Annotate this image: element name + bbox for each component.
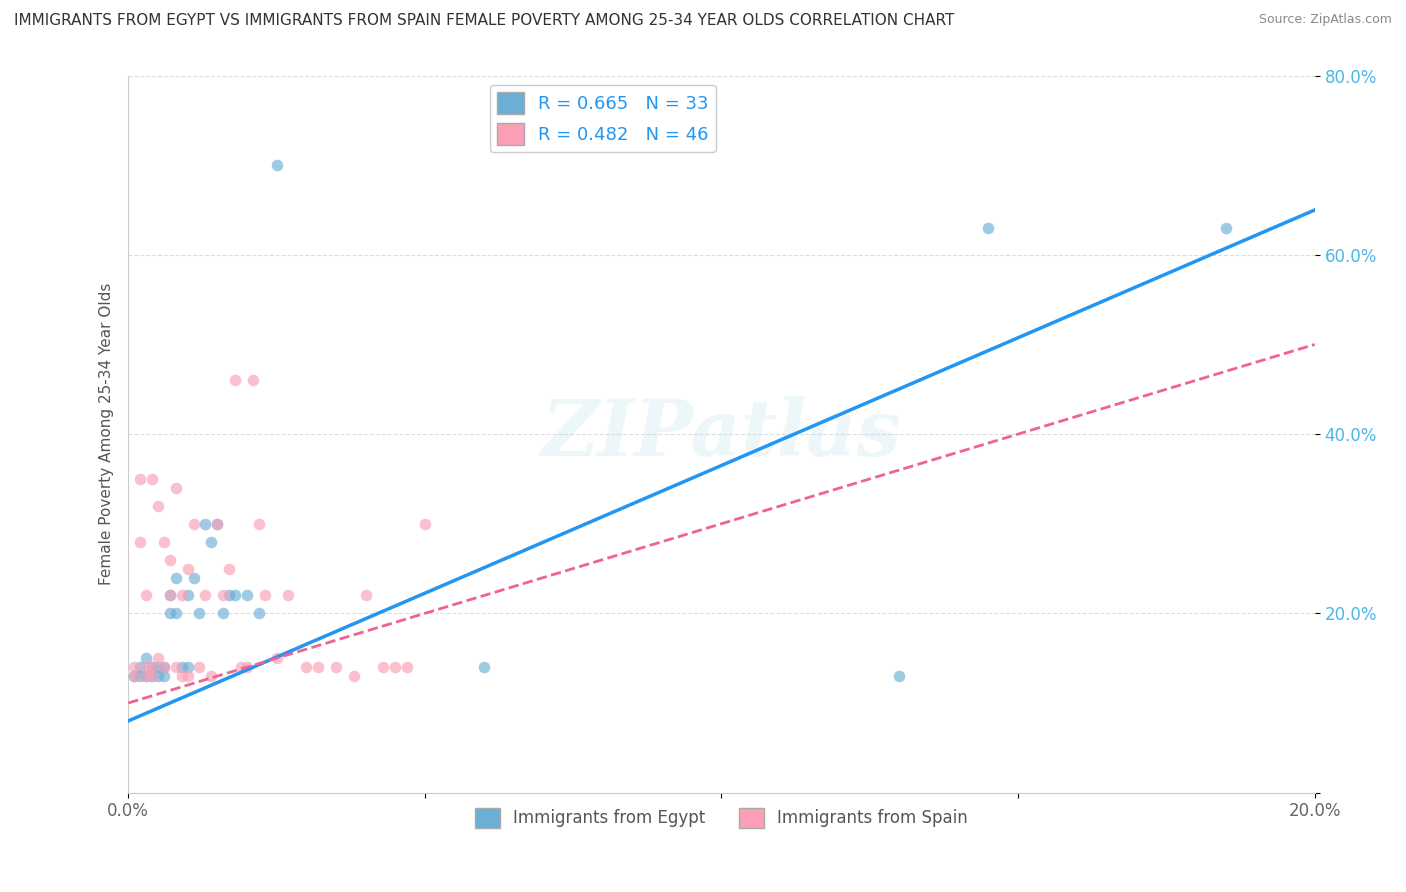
Point [135, 660, 157, 674]
Point [1215, 221, 1237, 235]
Point [413, 516, 436, 531]
Point [295, 660, 318, 674]
Point [129, 472, 152, 486]
Point [159, 607, 181, 621]
Point [135, 669, 157, 683]
Point [277, 589, 299, 603]
Point [242, 373, 264, 387]
Point [176, 589, 198, 603]
Point [146, 499, 169, 513]
Point [194, 589, 217, 603]
Point [165, 660, 187, 674]
Point [135, 669, 157, 683]
Point [165, 481, 187, 495]
Point [472, 660, 495, 674]
Point [384, 660, 406, 674]
Point [343, 669, 366, 683]
Point [200, 534, 222, 549]
Point [183, 516, 205, 531]
Point [266, 651, 288, 665]
Point [146, 651, 169, 665]
Point [200, 669, 222, 683]
Point [176, 669, 198, 683]
Point [218, 561, 240, 575]
Point [977, 221, 1000, 235]
Point [889, 669, 911, 683]
Point [141, 660, 163, 674]
Point [176, 561, 198, 575]
Point [218, 589, 240, 603]
Point [135, 651, 157, 665]
Point [153, 660, 176, 674]
Point [188, 607, 211, 621]
Text: ZIPatlas: ZIPatlas [541, 396, 901, 473]
Point [176, 660, 198, 674]
Point [170, 589, 193, 603]
Point [129, 660, 152, 674]
Point [236, 660, 259, 674]
Point [247, 516, 270, 531]
Point [354, 589, 377, 603]
Point [141, 660, 163, 674]
Point [153, 669, 176, 683]
Point [135, 589, 157, 603]
Point [122, 669, 145, 683]
Point [129, 669, 152, 683]
Point [146, 660, 169, 674]
Point [236, 589, 259, 603]
Point [141, 669, 163, 683]
Point [253, 589, 276, 603]
Point [122, 669, 145, 683]
Point [307, 660, 329, 674]
Point [141, 472, 163, 486]
Point [165, 607, 187, 621]
Point [159, 552, 181, 566]
Point [153, 534, 176, 549]
Point [207, 516, 229, 531]
Point [122, 660, 145, 674]
Point [212, 589, 235, 603]
Point [159, 589, 181, 603]
Point [129, 534, 152, 549]
Text: IMMIGRANTS FROM EGYPT VS IMMIGRANTS FROM SPAIN FEMALE POVERTY AMONG 25-34 YEAR O: IMMIGRANTS FROM EGYPT VS IMMIGRANTS FROM… [14, 13, 955, 29]
Point [188, 660, 211, 674]
Point [141, 669, 163, 683]
Point [207, 516, 229, 531]
Point [224, 589, 246, 603]
Point [194, 516, 217, 531]
Point [247, 607, 270, 621]
Point [266, 158, 288, 172]
Legend: Immigrants from Egypt, Immigrants from Spain: Immigrants from Egypt, Immigrants from S… [468, 801, 974, 835]
Point [170, 660, 193, 674]
Y-axis label: Female Poverty Among 25-34 Year Olds: Female Poverty Among 25-34 Year Olds [100, 283, 114, 585]
Text: Source: ZipAtlas.com: Source: ZipAtlas.com [1258, 13, 1392, 27]
Point [373, 660, 395, 674]
Point [224, 373, 246, 387]
Point [153, 660, 176, 674]
Point [212, 607, 235, 621]
Point [396, 660, 419, 674]
Point [325, 660, 347, 674]
Point [159, 589, 181, 603]
Point [229, 660, 252, 674]
Point [170, 669, 193, 683]
Point [146, 669, 169, 683]
Point [183, 570, 205, 584]
Point [165, 570, 187, 584]
